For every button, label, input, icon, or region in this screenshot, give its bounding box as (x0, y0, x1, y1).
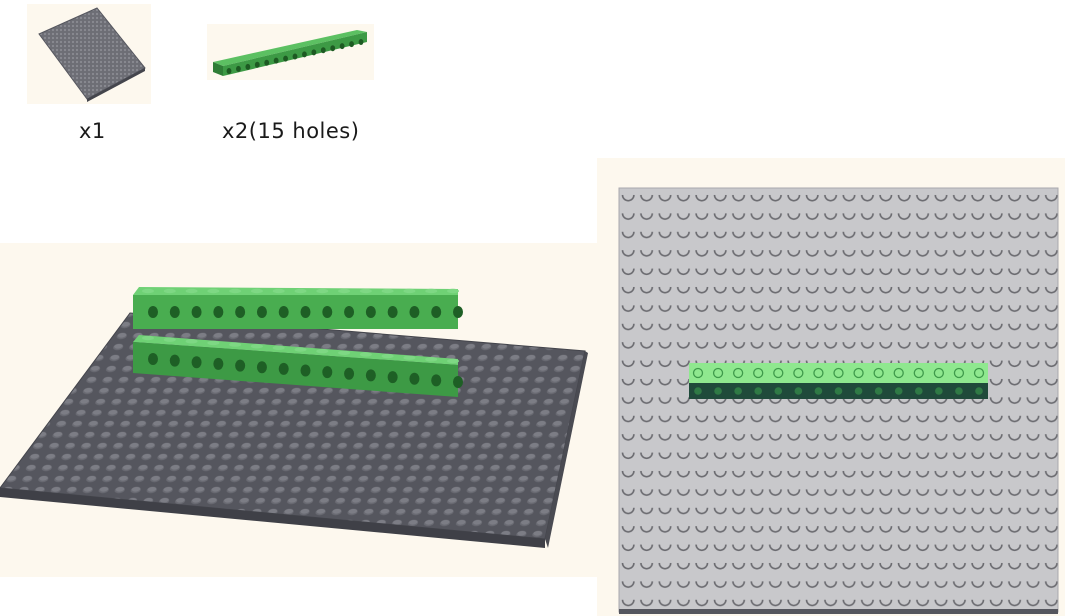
assembly-3d-image (0, 287, 588, 548)
assembly-3d-view (0, 243, 597, 577)
beam-part-image (213, 30, 367, 76)
beam-holes (226, 39, 364, 74)
beam-part-thumbnail (207, 24, 374, 80)
technic-beam-front (133, 335, 463, 397)
assembly-top-view (597, 158, 1065, 616)
assembly-top-image (618, 187, 1059, 614)
technic-beam-back (133, 287, 463, 329)
baseplate-part-thumbnail (27, 4, 151, 104)
baseplate-quantity-label: x1 (79, 119, 106, 143)
baseplate-part-image (38, 7, 146, 102)
beam-quantity-label: x2(15 holes) (222, 119, 360, 143)
technic-beams-top (689, 363, 988, 399)
